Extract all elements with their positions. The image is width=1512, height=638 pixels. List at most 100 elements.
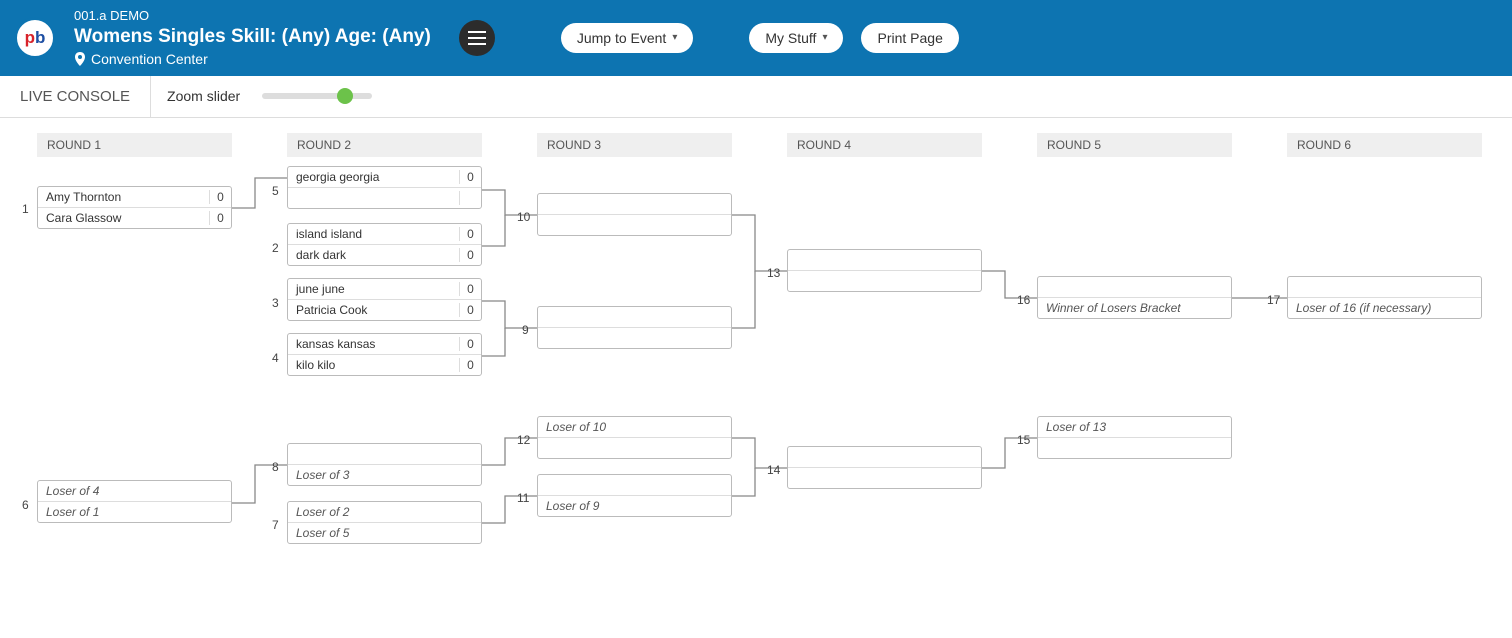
match-box[interactable]: Loser of 13 xyxy=(1037,416,1232,459)
round-header: ROUND 4 xyxy=(787,133,982,157)
player-name: kansas kansas xyxy=(288,334,459,354)
match-num: 15 xyxy=(1017,433,1030,447)
match-box[interactable] xyxy=(787,446,982,489)
player-name xyxy=(538,328,731,348)
match-box[interactable]: Amy Thornton0 Cara Glassow0 xyxy=(37,186,232,229)
player-name xyxy=(288,188,459,208)
match-box[interactable]: Loser of 4 Loser of 1 xyxy=(37,480,232,523)
score: 0 xyxy=(459,282,481,296)
player-name: Loser of 3 xyxy=(288,465,481,485)
score: 0 xyxy=(209,190,231,204)
bracket-canvas: ROUND 1 ROUND 2 ROUND 3 ROUND 4 ROUND 5 … xyxy=(0,118,1512,638)
match-box[interactable]: Winner of Losers Bracket xyxy=(1037,276,1232,319)
match-box[interactable]: june june0 Patricia Cook0 xyxy=(287,278,482,321)
score: 0 xyxy=(459,170,481,184)
player-name: island island xyxy=(288,224,459,244)
match-num: 9 xyxy=(522,323,529,337)
jump-label: Jump to Event xyxy=(577,30,667,46)
player-name: Loser of 16 (if necessary) xyxy=(1288,298,1481,318)
player-name: dark dark xyxy=(288,245,459,265)
player-name: Winner of Losers Bracket xyxy=(1038,298,1231,318)
match-box[interactable]: Loser of 2 Loser of 5 xyxy=(287,501,482,544)
mystuff-label: My Stuff xyxy=(765,30,816,46)
match-num: 11 xyxy=(517,491,529,505)
event-name: Womens Singles Skill: (Any) Age: (Any) xyxy=(74,25,431,50)
player-name: Loser of 10 xyxy=(538,417,731,437)
match-box[interactable] xyxy=(537,193,732,236)
zoom-slider[interactable] xyxy=(262,93,372,99)
player-name xyxy=(788,468,981,488)
player-name xyxy=(1038,277,1231,297)
demo-label: 001.a DEMO xyxy=(74,8,431,25)
player-name xyxy=(788,271,981,291)
print-label: Print Page xyxy=(877,30,942,46)
event-title-block: 001.a DEMO Womens Singles Skill: (Any) A… xyxy=(74,8,431,68)
player-name xyxy=(538,215,731,235)
player-name: Patricia Cook xyxy=(288,300,459,320)
player-name xyxy=(538,438,731,458)
venue-name: Convention Center xyxy=(91,50,208,68)
jump-to-event-button[interactable]: Jump to Event ▾ xyxy=(561,23,694,53)
match-num: 7 xyxy=(272,518,279,532)
round-header: ROUND 5 xyxy=(1037,133,1232,157)
live-console-tab[interactable]: LIVE CONSOLE xyxy=(0,76,151,117)
match-box[interactable]: Loser of 9 xyxy=(537,474,732,517)
zoom-thumb[interactable] xyxy=(337,88,353,104)
chevron-down-icon: ▾ xyxy=(672,32,677,43)
hamburger-icon xyxy=(468,31,486,45)
player-name: Loser of 1 xyxy=(38,502,231,522)
player-name: Loser of 5 xyxy=(288,523,481,543)
score: 0 xyxy=(459,303,481,317)
player-name xyxy=(538,307,731,327)
player-name xyxy=(788,447,981,467)
match-num: 16 xyxy=(1017,293,1030,307)
round-header: ROUND 3 xyxy=(537,133,732,157)
player-name: Loser of 4 xyxy=(38,481,231,501)
match-num: 5 xyxy=(272,184,279,198)
player-name xyxy=(1038,438,1231,458)
player-name: Loser of 2 xyxy=(288,502,481,522)
menu-button[interactable] xyxy=(459,20,495,56)
match-num: 3 xyxy=(272,296,279,310)
match-num: 1 xyxy=(22,202,29,216)
player-name: Amy Thornton xyxy=(38,187,209,207)
app-header: pb 001.a DEMO Womens Singles Skill: (Any… xyxy=(0,0,1512,76)
score: 0 xyxy=(459,227,481,241)
match-num: 4 xyxy=(272,351,279,365)
venue-line: Convention Center xyxy=(74,50,431,68)
round-header: ROUND 2 xyxy=(287,133,482,157)
match-box[interactable]: Loser of 10 xyxy=(537,416,732,459)
score: 0 xyxy=(459,248,481,262)
print-page-button[interactable]: Print Page xyxy=(861,23,958,53)
round-header: ROUND 1 xyxy=(37,133,232,157)
player-name: Cara Glassow xyxy=(38,208,209,228)
sub-toolbar: LIVE CONSOLE Zoom slider xyxy=(0,76,1512,118)
match-box[interactable]: kansas kansas0 kilo kilo0 xyxy=(287,333,482,376)
match-box[interactable]: Loser of 3 xyxy=(287,443,482,486)
score: 0 xyxy=(209,211,231,225)
my-stuff-button[interactable]: My Stuff ▾ xyxy=(749,23,843,53)
match-num: 2 xyxy=(272,241,279,255)
match-num: 13 xyxy=(767,266,780,280)
match-num: 17 xyxy=(1267,293,1280,307)
player-name: june june xyxy=(288,279,459,299)
player-name: kilo kilo xyxy=(288,355,459,375)
round-header: ROUND 6 xyxy=(1287,133,1482,157)
caret-down-icon: ▾ xyxy=(822,32,827,43)
zoom-label: Zoom slider xyxy=(151,88,256,104)
score: 0 xyxy=(459,358,481,372)
player-name: Loser of 13 xyxy=(1038,417,1231,437)
match-box[interactable]: georgia georgia0 xyxy=(287,166,482,209)
match-box[interactable] xyxy=(537,306,732,349)
match-num: 8 xyxy=(272,460,279,474)
match-num: 12 xyxy=(517,433,530,447)
match-box[interactable]: Loser of 16 (if necessary) xyxy=(1287,276,1482,319)
match-num: 10 xyxy=(517,210,530,224)
match-box[interactable]: island island0 dark dark0 xyxy=(287,223,482,266)
player-name: Loser of 9 xyxy=(538,496,731,516)
score xyxy=(459,191,481,205)
match-num: 14 xyxy=(767,463,780,477)
brand-logo[interactable]: pb xyxy=(14,17,56,59)
match-box[interactable] xyxy=(787,249,982,292)
player-name xyxy=(538,475,731,495)
